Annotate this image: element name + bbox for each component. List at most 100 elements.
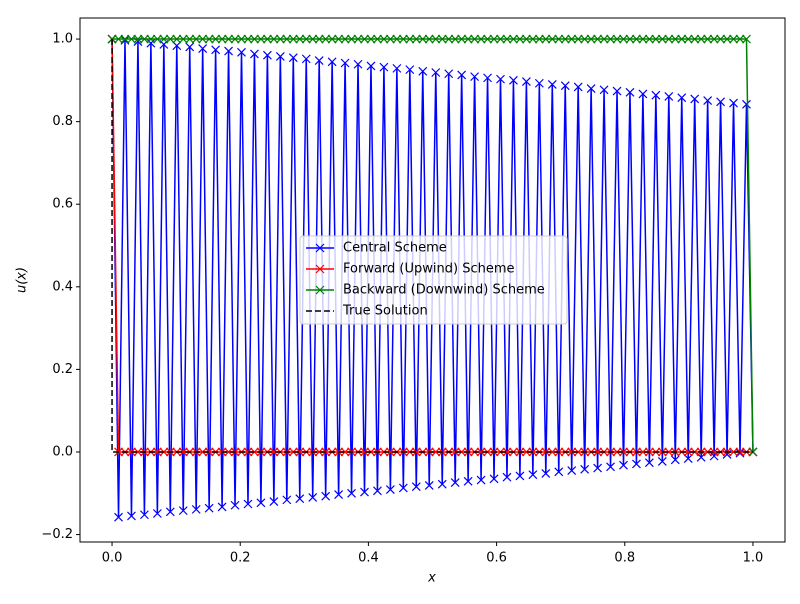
marker (314, 56, 324, 65)
legend-label: Forward (Upwind) Scheme (343, 262, 515, 277)
marker (567, 447, 577, 457)
marker (463, 476, 473, 486)
marker (431, 68, 441, 77)
marker (353, 34, 363, 44)
marker (411, 482, 421, 492)
marker (385, 34, 395, 44)
marker (612, 86, 622, 96)
marker (664, 92, 674, 101)
marker (204, 447, 214, 457)
marker (709, 34, 719, 44)
marker (275, 34, 285, 44)
series-line (112, 38, 754, 452)
marker (250, 34, 259, 44)
marker (606, 462, 615, 472)
marker (250, 49, 259, 59)
marker (127, 34, 136, 44)
marker (547, 447, 557, 457)
marker (211, 34, 221, 44)
marker (547, 34, 557, 44)
marker (217, 502, 227, 512)
marker (347, 488, 356, 498)
marker (612, 447, 622, 457)
marker (133, 34, 143, 44)
x-tick-label: 0.4 (358, 551, 379, 566)
marker (353, 59, 363, 69)
marker (185, 34, 195, 44)
marker (483, 34, 492, 44)
marker (748, 447, 758, 457)
marker (573, 34, 583, 44)
marker (560, 34, 570, 44)
marker (716, 97, 726, 107)
y-tick-label: 0.2 (52, 362, 73, 377)
marker (256, 498, 266, 508)
marker (366, 61, 376, 71)
legend-label: Central Scheme (343, 241, 447, 256)
marker (521, 447, 531, 457)
marker (224, 447, 233, 457)
marker (327, 57, 337, 67)
marker (437, 479, 447, 489)
marker (198, 44, 208, 53)
marker (709, 447, 719, 457)
y-tick-label: −0.2 (41, 527, 73, 542)
marker (243, 499, 253, 509)
marker (703, 34, 713, 44)
marker (677, 93, 687, 103)
marker (716, 34, 726, 44)
marker (152, 34, 162, 44)
marker (496, 74, 505, 84)
marker (509, 34, 518, 44)
marker (301, 54, 311, 64)
marker (269, 34, 279, 44)
marker (450, 34, 460, 44)
marker (120, 34, 130, 44)
marker (159, 34, 169, 44)
marker (191, 504, 201, 514)
marker (418, 66, 428, 76)
marker (476, 34, 486, 44)
marker (204, 503, 214, 513)
marker (191, 34, 201, 44)
marker (204, 34, 214, 44)
marker (424, 481, 434, 490)
marker (269, 447, 279, 457)
marker (127, 511, 136, 521)
marker (366, 34, 376, 44)
marker (593, 463, 603, 473)
marker (703, 96, 713, 106)
marker (528, 34, 538, 44)
legend-label: True Solution (342, 304, 428, 319)
marker (521, 77, 531, 87)
marker (612, 34, 622, 44)
marker (282, 495, 292, 505)
marker (567, 34, 577, 44)
marker (230, 34, 240, 44)
marker (683, 447, 693, 457)
marker (334, 34, 344, 44)
x-tick-label: 0.8 (614, 551, 635, 566)
marker (321, 34, 331, 44)
marker (340, 58, 350, 68)
marker (139, 510, 149, 520)
marker (185, 42, 195, 52)
marker (619, 34, 628, 44)
legend-marker (315, 285, 325, 295)
marker (431, 447, 441, 457)
marker (722, 34, 732, 44)
y-axis-label: u(x) (15, 267, 30, 293)
marker (560, 81, 570, 91)
marker (729, 98, 738, 108)
marker (237, 47, 246, 57)
marker (489, 34, 499, 44)
marker (638, 89, 648, 99)
marker (373, 34, 382, 44)
legend-marker (315, 243, 325, 253)
marker (696, 34, 706, 44)
marker (379, 34, 389, 44)
marker (651, 34, 661, 44)
marker (224, 46, 233, 56)
marker (114, 34, 123, 44)
